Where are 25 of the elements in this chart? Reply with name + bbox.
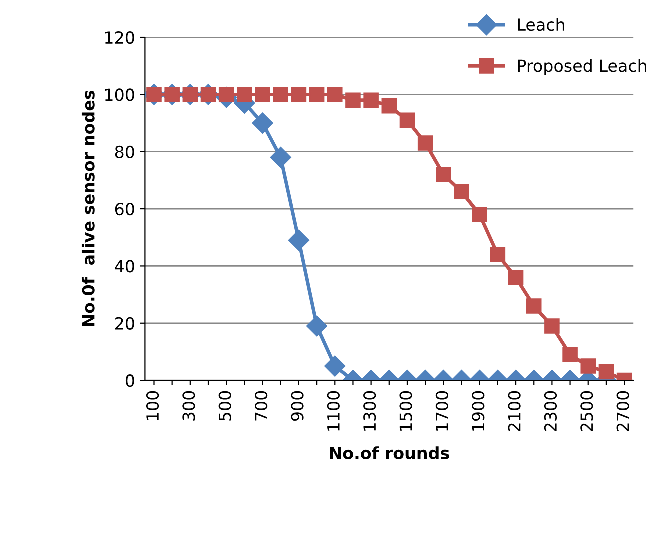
y-tick-label: 0 bbox=[126, 374, 134, 388]
x-axis-title: No.of rounds bbox=[330, 446, 450, 460]
x-tick-label: 2100 bbox=[508, 391, 521, 432]
y-tick-label: 120 bbox=[105, 31, 134, 44]
x-tick-label: 2300 bbox=[544, 391, 558, 432]
x-tick-label: 1900 bbox=[472, 391, 485, 431]
x-tick-label: 1100 bbox=[327, 391, 340, 431]
x-tick-label: 1700 bbox=[436, 391, 449, 431]
x-tick-label: 100 bbox=[146, 391, 160, 420]
x-tick-label: 900 bbox=[291, 391, 304, 422]
y-tick-label: 40 bbox=[115, 260, 134, 273]
y-tick-label: 100 bbox=[105, 88, 134, 102]
x-tick-label: 500 bbox=[218, 391, 232, 421]
legend-label: Leach bbox=[518, 18, 564, 32]
x-tick-label: 2500 bbox=[580, 391, 594, 432]
x-tick-label: 300 bbox=[182, 391, 196, 421]
x-tick-label: 1300 bbox=[364, 391, 376, 431]
y-tick-label: 60 bbox=[115, 203, 134, 216]
x-tick-label: 2700 bbox=[616, 391, 630, 432]
x-tick-label: 700 bbox=[255, 391, 268, 421]
legend-label: Proposed Leach bbox=[518, 59, 646, 76]
y-tick-label: 20 bbox=[115, 317, 134, 330]
y-axis-title: No.0f alive sensor nodes bbox=[82, 90, 95, 326]
x-tick-label: 1500 bbox=[400, 391, 412, 431]
y-tick-label: 80 bbox=[115, 146, 134, 158]
